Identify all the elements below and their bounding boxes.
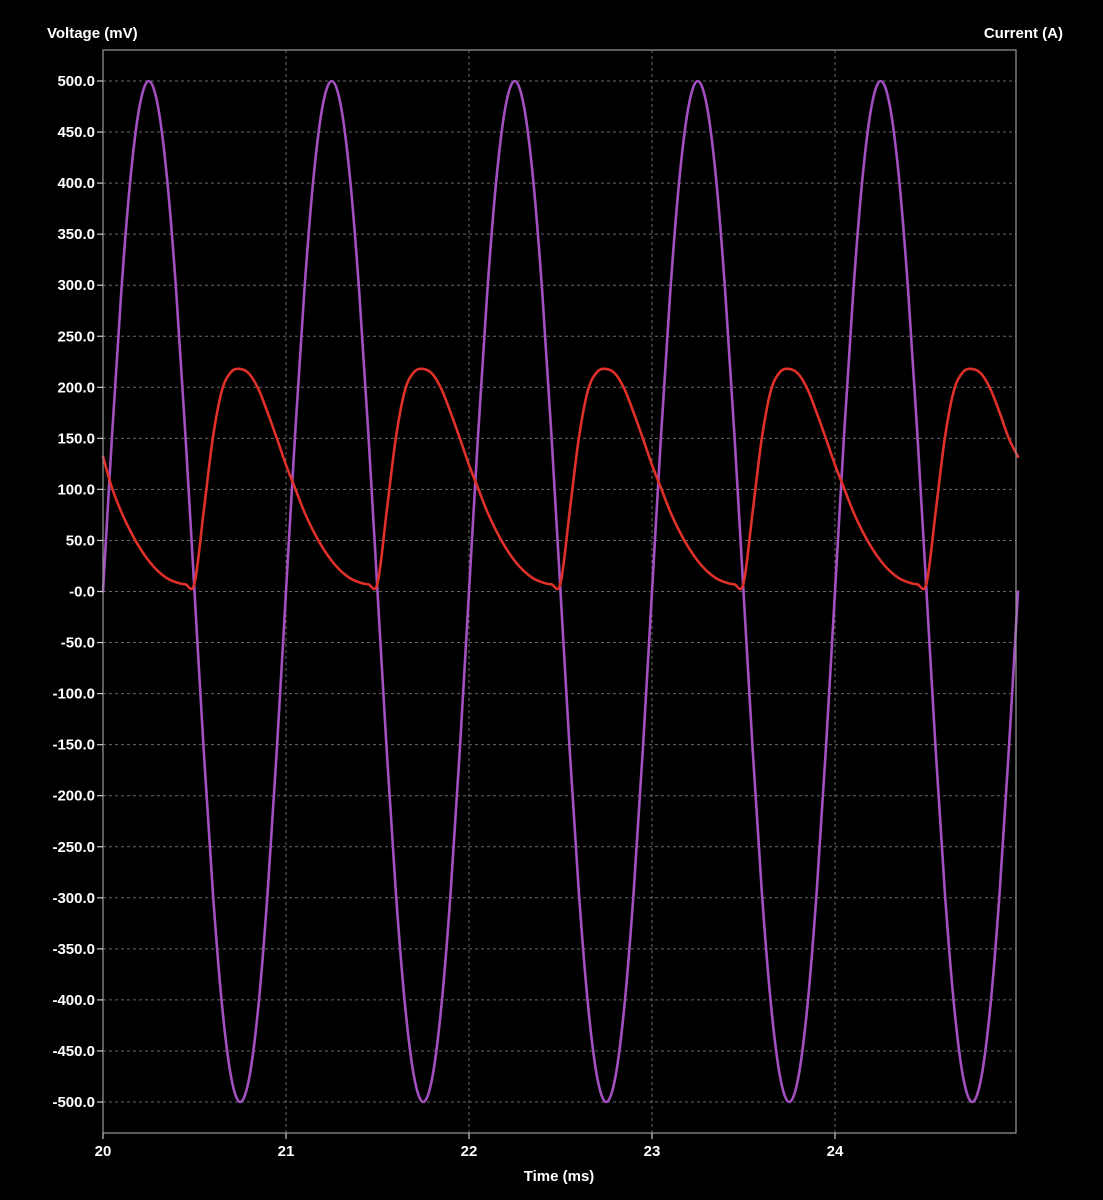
x-tick-label: 23 — [644, 1143, 661, 1160]
y-tick-label: -250.0 — [52, 839, 95, 856]
y-tick-labels: 500.0 450.0 400.0 350.0 300.0 250.0 200.0 150.0… — [52, 73, 95, 1111]
x-tick-label: 22 — [461, 1143, 478, 1160]
y-tick-label: -150.0 — [52, 737, 95, 754]
y-tick-label: 500.0 — [57, 73, 95, 90]
y-axis-title: Voltage (mV) — [47, 25, 138, 42]
x-tick-label: 20 — [95, 1143, 112, 1160]
y-tick-label: -50.0 — [61, 635, 95, 652]
tick-marks — [97, 80, 836, 1139]
y-tick-label: 300.0 — [57, 277, 95, 294]
y-tick-label: -400.0 — [52, 992, 95, 1009]
y-tick-label: -450.0 — [52, 1043, 95, 1060]
y2-axis-title: Current (A) — [984, 25, 1063, 42]
y-tick-label: 350.0 — [57, 226, 95, 243]
y-tick-label: 200.0 — [57, 379, 95, 396]
voltage-series-line — [101, 79, 1020, 1104]
current-series-line — [101, 367, 1020, 591]
y-tick-label: -500.0 — [52, 1094, 95, 1111]
y-tick-label: 450.0 — [57, 124, 95, 141]
x-tick-labels: 20 21 22 23 24 — [95, 1143, 844, 1160]
y-tick-label: -100.0 — [52, 686, 95, 703]
y-tick-label: 250.0 — [57, 328, 95, 345]
y-tick-label: 400.0 — [57, 175, 95, 192]
y-tick-label: 100.0 — [57, 481, 95, 498]
y-tick-label: -300.0 — [52, 890, 95, 907]
y-tick-label: 50.0 — [66, 532, 95, 549]
x-tick-label: 21 — [278, 1143, 295, 1160]
y-tick-label: -0.0 — [69, 584, 95, 601]
x-axis-title: Time (ms) — [524, 1168, 595, 1185]
y-tick-label: -200.0 — [52, 788, 95, 805]
y-tick-label: 150.0 — [57, 430, 95, 447]
series-group — [101, 79, 1020, 1104]
y-tick-label: -350.0 — [52, 941, 95, 958]
x-tick-label: 24 — [827, 1143, 844, 1160]
